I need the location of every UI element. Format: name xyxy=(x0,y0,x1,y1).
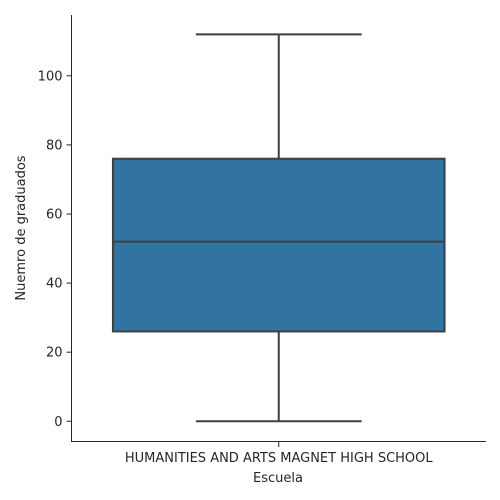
y-tick-label: 100 xyxy=(38,69,63,84)
y-tick-label: 60 xyxy=(46,207,63,222)
y-tick-label: 0 xyxy=(54,415,62,430)
x-ticks: HUMANITIES AND ARTS MAGNET HIGH SCHOOL xyxy=(125,442,434,466)
x-axis-label: Escuela xyxy=(253,471,303,486)
y-tick-label: 80 xyxy=(46,138,63,153)
y-tick-label: 20 xyxy=(46,346,63,361)
y-axis-label: Nuemro de graduados xyxy=(14,155,29,300)
iqr-box xyxy=(113,159,445,332)
y-ticks: 0 20 40 60 80 100 xyxy=(38,69,72,429)
y-tick-label: 40 xyxy=(46,277,63,292)
plot-marks xyxy=(113,34,445,421)
x-tick-label: HUMANITIES AND ARTS MAGNET HIGH SCHOOL xyxy=(125,451,434,466)
